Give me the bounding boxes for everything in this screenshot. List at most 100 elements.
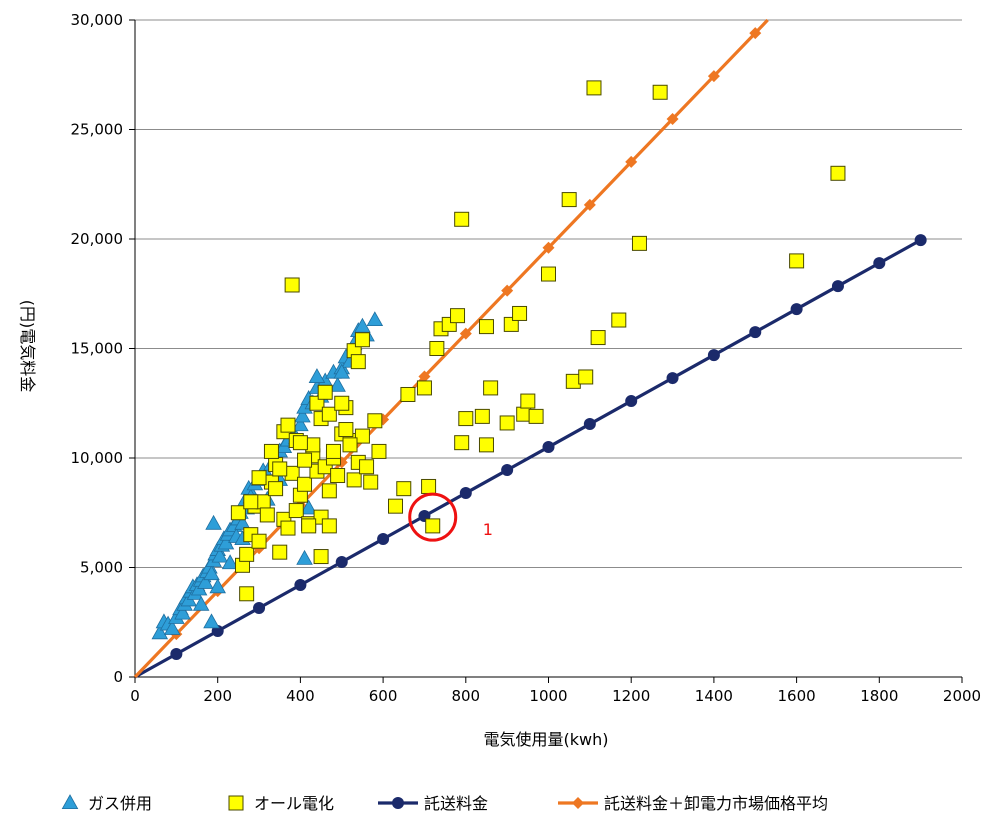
data-point (151, 624, 169, 640)
data-point (666, 372, 679, 385)
data-point (388, 498, 404, 514)
data-point (418, 370, 431, 383)
legend-marker (392, 797, 404, 809)
data-point (334, 395, 350, 411)
y-tick-label: 0 (113, 668, 123, 686)
data-point (611, 312, 627, 328)
y-tick-labels: 0 5,000 10,000 15,000 20,000 25,000 30,000 (71, 11, 124, 686)
data-point (203, 565, 220, 581)
data-point (371, 443, 387, 459)
data-point (280, 417, 296, 433)
annotation-circle (408, 492, 458, 542)
data-point (478, 319, 494, 335)
data-point (284, 465, 300, 481)
data-point (914, 234, 927, 247)
series-circle (134, 234, 927, 679)
data-point (501, 284, 514, 297)
data-point (396, 481, 412, 497)
axes (129, 19, 963, 683)
data-point (499, 415, 515, 431)
data-point (321, 518, 337, 534)
data-point (234, 514, 251, 530)
data-point (400, 386, 416, 402)
legend-marker (228, 795, 244, 811)
legend-label: 託送料金 (424, 794, 488, 813)
y-tick-label: 30,000 (71, 11, 124, 29)
data-point (350, 354, 366, 370)
x-tick-label: 1400 (695, 687, 733, 705)
data-point (203, 613, 220, 629)
x-tick-labels: 0 200 400 600 800 1000 1200 1400 1600 1800 2000 (130, 687, 981, 705)
data-point (749, 27, 762, 40)
y-tick-label: 25,000 (71, 121, 124, 139)
data-point (625, 395, 638, 408)
data-point (542, 241, 555, 254)
data-point (308, 368, 326, 383)
data-point (707, 349, 720, 362)
x-tick-label: 0 (130, 687, 140, 705)
data-point (454, 211, 470, 227)
data-point (541, 266, 556, 282)
legend-label: 託送料金＋卸電力市場価格平均 (604, 794, 828, 813)
data-point (459, 327, 472, 340)
data-point (421, 478, 437, 494)
data-point (478, 437, 494, 453)
data-point (342, 437, 358, 453)
data-point (474, 408, 490, 424)
data-point (458, 411, 474, 427)
annotation: 1 (408, 492, 493, 542)
data-point (192, 595, 210, 611)
data-point (251, 470, 267, 486)
data-point (873, 257, 886, 270)
data-point (272, 544, 288, 560)
data-point (429, 341, 445, 356)
x-tick-label: 1600 (778, 687, 816, 705)
data-point (338, 422, 354, 438)
data-point (707, 70, 720, 83)
data-point (321, 406, 337, 422)
y-tick-label: 10,000 (71, 449, 124, 467)
data-point (359, 459, 375, 475)
data-point (297, 452, 313, 468)
annotation-label: 1 (483, 520, 493, 539)
data-point (292, 435, 308, 451)
x-tick-label: 1200 (612, 687, 650, 705)
data-point (459, 487, 472, 500)
data-point (363, 474, 379, 490)
data-point (565, 373, 581, 389)
data-point (280, 520, 296, 536)
x-tick-label: 400 (286, 687, 315, 705)
data-point (297, 476, 313, 492)
x-axis-title: 電気使用量(kwh) (484, 730, 609, 749)
data-point (542, 441, 555, 454)
data-point (330, 468, 346, 484)
data-point (790, 303, 803, 316)
y-tick-label: 15,000 (71, 340, 124, 358)
data-point (586, 80, 602, 96)
data-point (301, 518, 317, 534)
legend-marker (572, 797, 584, 809)
x-tick-label: 600 (369, 687, 398, 705)
data-point (516, 406, 532, 422)
data-point (483, 380, 499, 396)
data-point (300, 499, 317, 515)
data-point (313, 549, 329, 565)
data-point (294, 407, 311, 423)
data-point (288, 503, 304, 519)
x-tick-label: 800 (451, 687, 480, 705)
data-point (416, 380, 432, 396)
data-point (205, 514, 222, 530)
data-point (830, 165, 846, 181)
data-point (749, 326, 762, 339)
data-point (221, 554, 239, 570)
data-point (652, 84, 668, 100)
y-tick-label: 20,000 (71, 230, 124, 248)
legend-marker (61, 794, 79, 809)
data-point (296, 549, 313, 565)
data-point (377, 533, 390, 546)
data-point (454, 435, 470, 451)
data-point (354, 332, 370, 348)
data-point (425, 518, 441, 534)
x-tick-label: 1800 (860, 687, 898, 705)
